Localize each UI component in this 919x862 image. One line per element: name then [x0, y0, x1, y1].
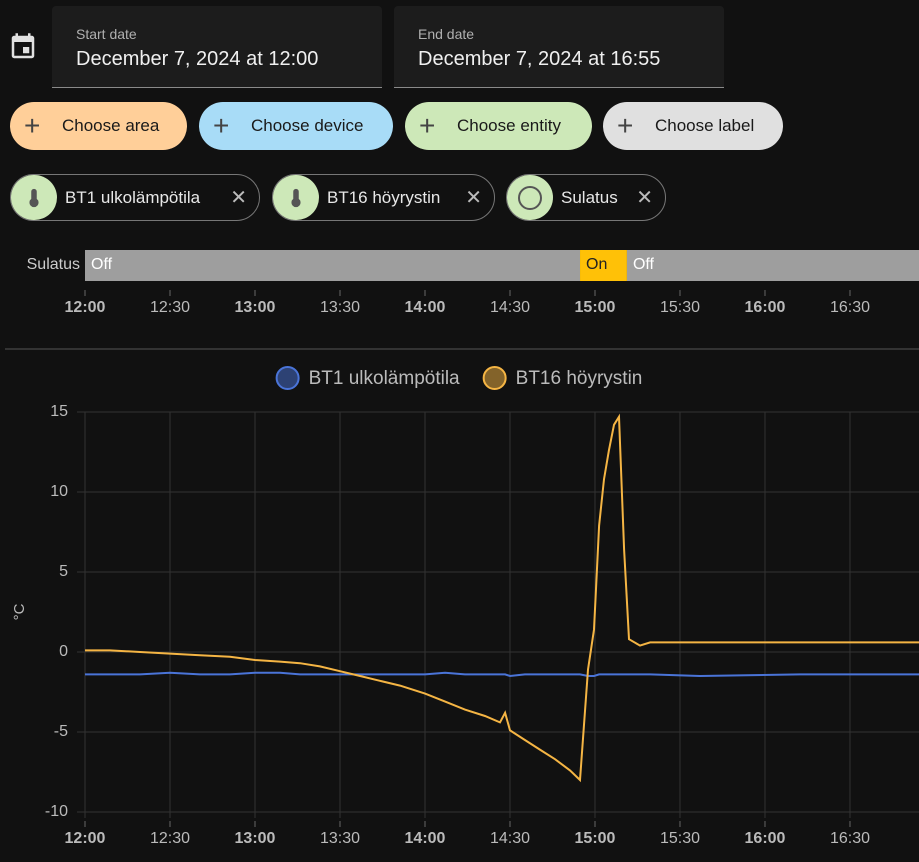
label: Choose area	[62, 116, 160, 135]
x-tick-label: 15:30	[660, 830, 700, 847]
x-tick-label: 14:00	[405, 299, 446, 316]
legend-swatch	[482, 366, 507, 390]
start-date[interactable]: Start date December 7, 2024 at 12:00	[52, 6, 382, 88]
x-tick-label: 12:30	[150, 830, 190, 847]
y-tick-label: 10	[50, 483, 68, 500]
y-tick-label: 5	[59, 563, 68, 580]
x-tick-label: 13:00	[235, 830, 276, 847]
choose-entity[interactable]: + Choose entity	[405, 102, 592, 150]
x-tick-label: 13:30	[320, 830, 360, 847]
series-line	[85, 671, 919, 678]
x-tick-label: 14:30	[490, 299, 530, 316]
label: Choose label	[655, 116, 755, 135]
x-tick-label: 13:30	[320, 299, 360, 316]
label: End date	[418, 26, 475, 42]
end-date[interactable]: End date December 7, 2024 at 16:55	[394, 6, 724, 88]
label: Choose device	[251, 116, 364, 135]
x-tick-label: 15:00	[575, 830, 616, 847]
y-tick-label: 15	[50, 403, 68, 420]
remove[interactable]: ✕	[230, 187, 247, 209]
x-tick-label: 13:00	[235, 299, 276, 316]
timeline-segment	[626, 250, 919, 281]
x-tick-label: 12:30	[150, 299, 190, 316]
x-tick-label: 16:30	[830, 830, 870, 847]
remove[interactable]: ✕	[465, 187, 482, 209]
segment-state: Off	[91, 256, 113, 273]
x-tick-label: 15:00	[575, 299, 616, 316]
y-tick-label: 0	[59, 643, 68, 660]
x-tick-label: 16:30	[830, 299, 870, 316]
x-tick-label: 14:30	[490, 830, 530, 847]
y-tick-label: -5	[54, 723, 68, 740]
y-axis-label: °C	[11, 603, 28, 620]
legend-swatch	[275, 366, 300, 390]
timeline-label: Sulatus	[27, 256, 80, 273]
series-line	[85, 413, 919, 783]
timeline-segment	[580, 250, 627, 281]
segment-state: Off	[633, 256, 655, 273]
x-tick-label: 12:00	[65, 830, 106, 847]
legend-label: BT16 höyrystin	[516, 368, 643, 389]
label: Sulatus	[561, 187, 618, 207]
value: December 7, 2024 at 16:55	[418, 48, 661, 70]
choose-device[interactable]: + Choose device	[199, 102, 393, 150]
value: December 7, 2024 at 12:00	[76, 48, 319, 70]
label: Choose entity	[457, 116, 561, 135]
x-tick-label: 15:30	[660, 299, 700, 316]
legend-label: BT1 ulkolämpötila	[309, 368, 460, 389]
x-tick-label: 16:00	[745, 299, 786, 316]
target-chip[interactable]: Sulatus ✕	[506, 174, 666, 221]
timeline-segment	[85, 250, 581, 281]
target-chip[interactable]: BT1 ulkolämpötila ✕	[10, 174, 260, 221]
calendar-icon[interactable]	[8, 32, 38, 62]
remove[interactable]: ✕	[636, 187, 653, 209]
choose-area[interactable]: + Choose area	[10, 102, 187, 150]
x-tick-label: 12:00	[65, 299, 106, 316]
x-tick-label: 16:00	[745, 830, 786, 847]
label: BT1 ulkolämpötila	[65, 187, 201, 207]
segment-state: On	[586, 256, 607, 273]
label: BT16 höyrystin	[327, 187, 441, 207]
target-chip[interactable]: BT16 höyrystin ✕	[272, 174, 495, 221]
label: Start date	[76, 26, 137, 42]
x-tick-label: 14:00	[405, 830, 446, 847]
choose-label[interactable]: + Choose label	[603, 102, 783, 150]
y-tick-label: -10	[45, 803, 68, 820]
